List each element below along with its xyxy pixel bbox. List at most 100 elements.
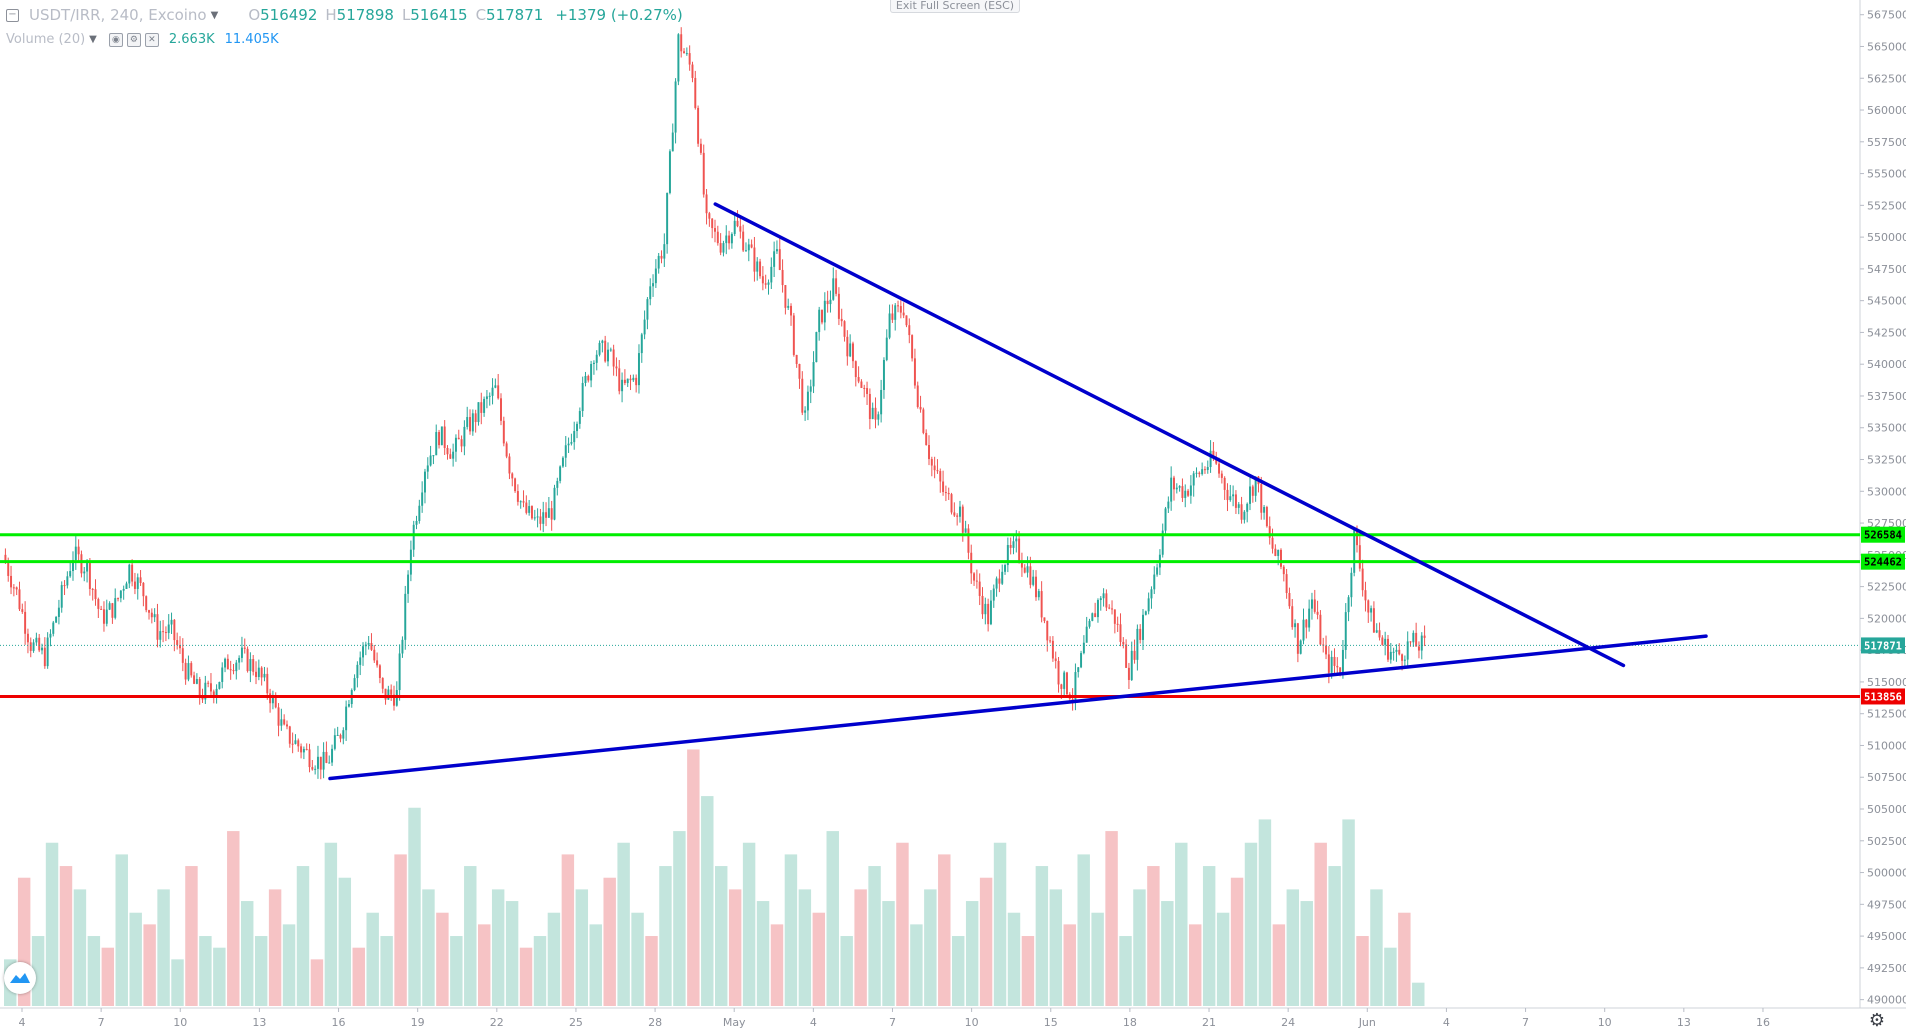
collapse-legend-icon[interactable]: −: [6, 8, 19, 22]
candle-body: [1271, 537, 1274, 549]
candle-body: [530, 506, 533, 519]
candle-body: [1088, 620, 1091, 627]
candle-body: [294, 740, 297, 744]
time-tick-label: 13: [252, 1016, 266, 1029]
symbol-legend: − USDT/IRR, 240, Excoino ▼ O 516492 H 51…: [6, 6, 683, 24]
settings-icon[interactable]: ⚙: [126, 32, 141, 47]
exit-fullscreen-button[interactable]: Exit Full Screen (ESC): [890, 0, 1020, 13]
candle-body: [576, 423, 579, 432]
eye-icon[interactable]: ◉: [108, 32, 123, 47]
candle-body: [1370, 608, 1373, 613]
candle-body: [1043, 617, 1046, 621]
time-axis[interactable]: 4 7 10 13 16 19 22 25 28 May 4 7 10 15 18 21 24 Jun 4 7 10 13…: [19, 1008, 1770, 1029]
candle-body: [652, 283, 655, 287]
horizontal-levels[interactable]: [0, 533, 1860, 698]
candle-body: [1122, 641, 1125, 645]
candle-body: [271, 696, 274, 704]
symbol-title[interactable]: USDT/IRR, 240, Excoino: [29, 6, 207, 24]
candle-body: [868, 393, 871, 419]
chevron-down-icon[interactable]: ▼: [210, 9, 219, 21]
price-tick-label: 542500: [1867, 326, 1906, 339]
candle-body: [139, 577, 142, 583]
candle-body: [536, 516, 539, 518]
volume-bar: [993, 842, 1007, 1006]
chevron-down-icon[interactable]: ▼: [89, 34, 97, 45]
candle-body: [792, 315, 795, 355]
candle-body: [702, 152, 705, 195]
volume-bar: [394, 854, 407, 1006]
price-tick-label: 567500: [1867, 9, 1906, 22]
candle-body: [967, 528, 970, 553]
price-tick-label: 520000: [1867, 612, 1906, 625]
trendline[interactable]: [328, 634, 1708, 781]
candle-body: [480, 402, 483, 413]
volume-bar: [631, 912, 644, 1006]
candle-body: [1291, 606, 1294, 628]
candle-body: [288, 726, 291, 744]
volume-bar: [1175, 842, 1188, 1006]
volume-bar: [603, 877, 616, 1006]
candle-body: [567, 443, 570, 446]
candle-body: [1409, 641, 1412, 643]
candle-body: [207, 682, 210, 684]
volume-bar: [645, 936, 658, 1006]
candle-body: [1316, 611, 1319, 615]
candle-body: [150, 612, 153, 618]
candle-body: [832, 278, 835, 300]
candle-body: [984, 603, 987, 615]
candle-body: [1147, 598, 1150, 612]
volume-bar: [73, 889, 87, 1006]
candle-body: [246, 648, 249, 672]
candle-body: [446, 447, 449, 455]
candle-body: [1412, 632, 1415, 643]
trendlines[interactable]: [328, 202, 1708, 781]
price-tick-label: 562500: [1867, 72, 1906, 85]
open-key: O: [248, 6, 261, 24]
gear-icon[interactable]: ⚙: [1868, 1009, 1886, 1031]
candle-body: [812, 362, 815, 387]
candle-body: [601, 340, 604, 343]
candle-body: [649, 286, 652, 300]
candle-body: [243, 647, 246, 649]
candle-body: [1051, 640, 1054, 659]
candle-body: [209, 683, 212, 692]
candle-body: [102, 609, 105, 624]
candle-body: [688, 53, 691, 65]
candle-body: [581, 382, 584, 412]
candle-body: [815, 332, 818, 363]
candle-body: [1387, 638, 1389, 660]
candle-body: [919, 406, 922, 410]
tradingview-logo-icon[interactable]: [4, 962, 36, 994]
close-icon[interactable]: ✕: [144, 32, 159, 47]
time-tick-label: 7: [98, 1016, 105, 1029]
candle-body: [728, 235, 731, 244]
candle-body: [764, 283, 767, 285]
price-tick-label: 530000: [1867, 485, 1906, 498]
candle-body: [117, 598, 120, 600]
volume-label[interactable]: Volume (20): [6, 32, 86, 47]
candle-body: [41, 647, 43, 651]
candle-body: [697, 107, 700, 144]
candle-body: [1378, 630, 1381, 638]
candle-body: [1040, 591, 1043, 618]
candle-body: [719, 243, 722, 253]
candle-body: [708, 213, 711, 219]
candle-body: [257, 667, 260, 678]
candle-body: [1263, 507, 1266, 513]
candle-body: [1395, 649, 1398, 652]
candle-body: [733, 220, 736, 234]
candle-body: [283, 719, 286, 725]
price-tick-label: 515000: [1867, 676, 1906, 689]
price-axis[interactable]: 567500 565000 562500 560000 557500 555000 5525…: [1860, 9, 1906, 1007]
candle-body: [286, 724, 288, 727]
volume-bar: [1314, 842, 1327, 1006]
price-tick-label: 537500: [1867, 390, 1906, 403]
candle-body: [1133, 650, 1136, 660]
time-tick-label: 4: [19, 1016, 26, 1029]
candle-body: [83, 571, 86, 574]
trendline[interactable]: [713, 202, 1626, 668]
candle-body: [325, 751, 328, 763]
candle-body: [255, 671, 258, 678]
candle-body: [823, 300, 826, 323]
